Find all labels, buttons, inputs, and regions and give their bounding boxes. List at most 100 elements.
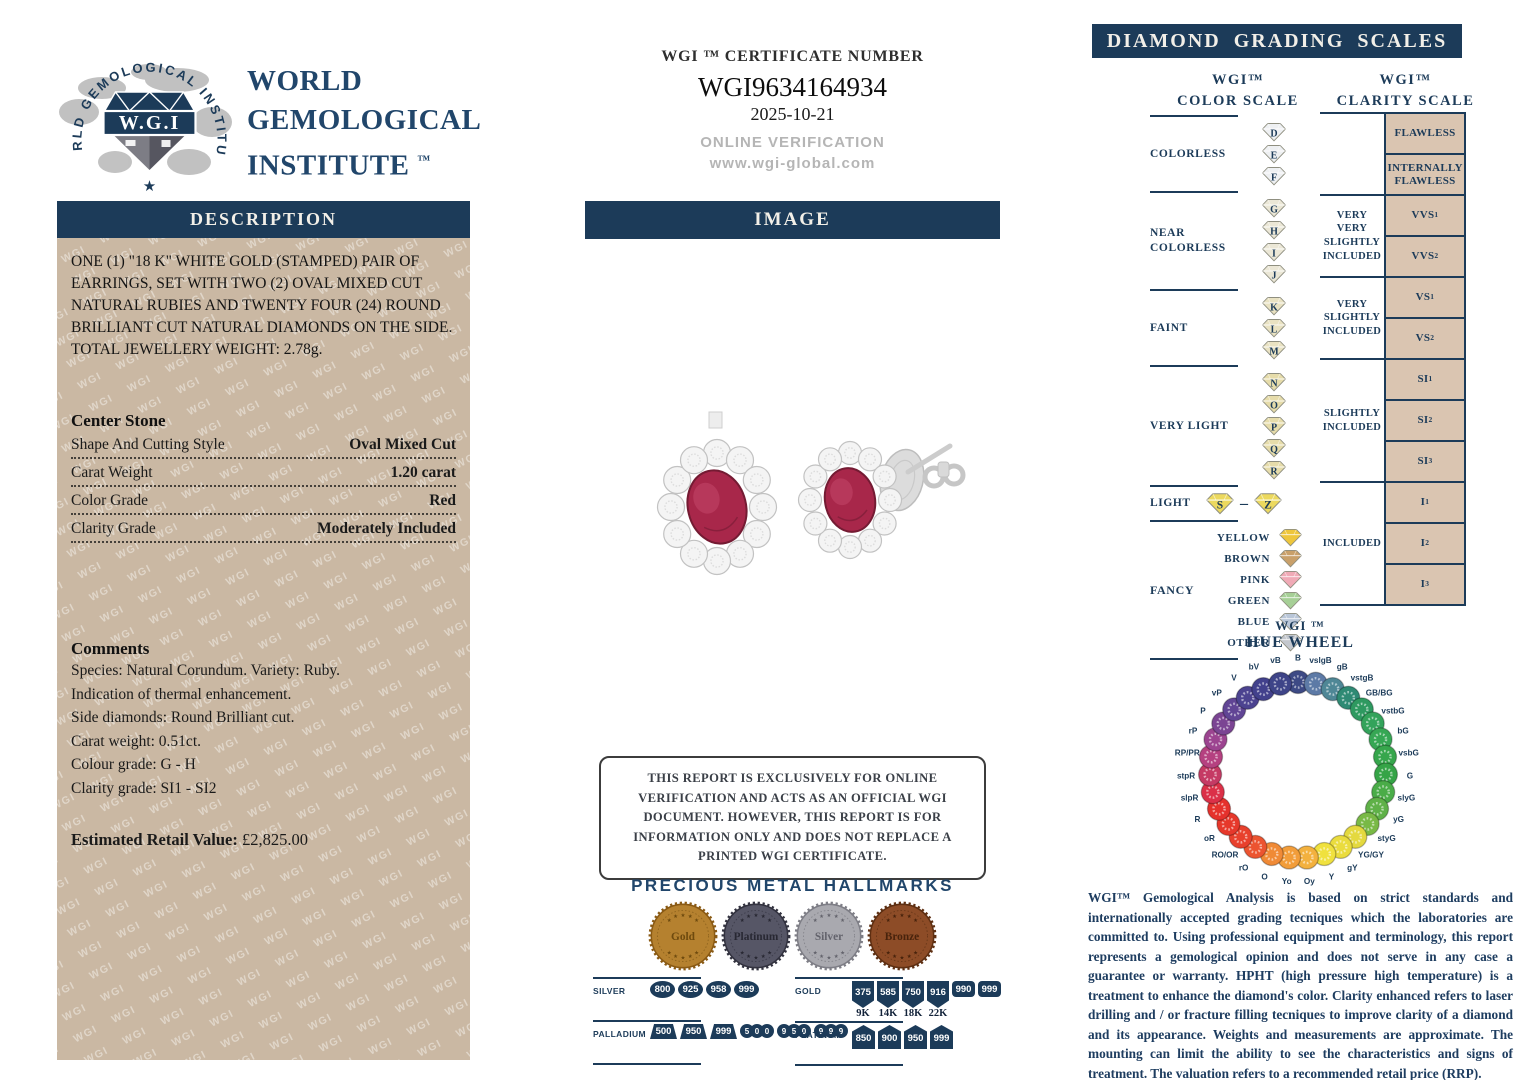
svg-text:★: ★ xyxy=(753,912,758,919)
diamond-icon: O xyxy=(1261,395,1287,414)
svg-text:★: ★ xyxy=(907,913,912,920)
medal-platinum: ★★ ★ ★★★★★★★Platinum xyxy=(721,901,791,971)
right-column: DIAMOND GRADING SCALES WGI™ COLOR SCALE W… xyxy=(1088,0,1520,1080)
color-group: VERY LIGHT N O P Q R xyxy=(1150,370,1315,482)
clarity-cell: VVS 2 xyxy=(1386,237,1464,278)
fancy-color-group: FANCY YELLOW BROWN PINK GREEN BLUE OTHER xyxy=(1150,525,1315,655)
hallmark-badge: 999 xyxy=(930,1025,953,1049)
color-group-label: NEAR COLORLESS xyxy=(1150,227,1226,254)
disclaimer-box: THIS REPORT IS EXCLUSIVELY FOR ONLINE VE… xyxy=(599,756,986,880)
svg-text:bG: bG xyxy=(1397,727,1408,736)
item-description: ONE (1) "18 K" WHITE GOLD (STAMPED) PAIR… xyxy=(71,253,453,358)
svg-text:vB: vB xyxy=(1270,656,1281,665)
svg-text:★: ★ xyxy=(673,913,678,920)
color-group-label: VERY LIGHT xyxy=(1150,419,1229,432)
svg-text:P: P xyxy=(1271,423,1277,434)
svg-text:bV: bV xyxy=(1249,663,1260,672)
center-stone-row: Clarity Grade Moderately Included xyxy=(71,515,456,543)
hallmark-badge: 990 xyxy=(952,981,975,997)
hue-gem-Y: Y xyxy=(1312,841,1337,882)
clarity-scale: VERY VERY SLIGHTLY INCLUDED VERY SLIGHTLY… xyxy=(1320,112,1466,606)
hue-gem-G: G xyxy=(1373,762,1413,787)
svg-text:★: ★ xyxy=(740,949,745,956)
diamond-icon: Z xyxy=(1254,493,1282,515)
fancy-color-row: BLUE xyxy=(1200,611,1315,632)
svg-text:★: ★ xyxy=(761,913,766,920)
scale-separator xyxy=(1150,191,1238,193)
svg-text:★: ★ xyxy=(913,917,918,924)
hallmark-badge: 950 xyxy=(904,1025,927,1049)
center-stone-row: Carat Weight 1.20 carat xyxy=(71,459,456,487)
hallmark-badge: 958 xyxy=(706,981,731,998)
comment-line: Carat weight: 0.51ct. xyxy=(71,732,201,750)
svg-text:★: ★ xyxy=(761,953,766,960)
scale-separator xyxy=(1150,485,1238,487)
retail-label: Estimated Retail Value: xyxy=(71,830,238,850)
svg-text:★: ★ xyxy=(840,917,845,924)
diamond-icon xyxy=(1278,570,1303,589)
hallmark-rule xyxy=(795,977,903,979)
svg-text:★: ★ xyxy=(840,949,845,956)
diamond-icon xyxy=(1278,591,1303,610)
fancy-color-row: GREEN xyxy=(1200,590,1315,611)
brand-title: WORLD GEMOLOGICAL INSTITUTE ™ xyxy=(247,62,481,186)
center-stone-row: Shape And Cutting Style Oval Mixed Cut xyxy=(71,431,456,459)
description-header-bar: DESCRIPTION xyxy=(57,201,470,238)
hallmark-badge: 900 xyxy=(878,1025,901,1049)
metal-medallions: ★ ★ ★ ★ ★ ★ ★ ★ ★ ★ Gold ★ ★ ★ ★ ★ ★ ★ ★ ★ ★ Platinum ★ ★ ★ ★ ★ ★ ★ ★… xyxy=(585,900,1000,972)
svg-text:★: ★ xyxy=(813,949,818,956)
fancy-label: FANCY xyxy=(1150,582,1195,597)
diamond-icon xyxy=(1278,633,1303,652)
attribute-label: Color Grade xyxy=(71,492,149,509)
svg-text:★: ★ xyxy=(688,913,693,920)
svg-text:I: I xyxy=(1272,249,1276,260)
certificate-number: WGI9634164934 xyxy=(698,72,887,102)
diamond-icon: J xyxy=(1261,265,1287,284)
hue-gem-Yo: Yo xyxy=(1276,845,1302,886)
image-header-bar: IMAGE xyxy=(585,201,1000,239)
color-scale: COLORLESS D E F NEAR COLORLESS G H I J FAINT K L M VE… xyxy=(1150,112,1315,663)
clarity-category-label xyxy=(1320,112,1384,194)
grading-scales-header-label: DIAMOND GRADING SCALES xyxy=(1106,30,1448,52)
svg-text:★: ★ xyxy=(886,917,891,924)
svg-text:rO: rO xyxy=(1239,864,1249,873)
color-group-light: LIGHT S – Z xyxy=(1150,490,1315,517)
svg-text:slpR: slpR xyxy=(1181,794,1199,803)
color-group-label: FAINT xyxy=(1150,321,1188,334)
fancy-color-name: BLUE xyxy=(1237,615,1270,628)
svg-text:★: ★ xyxy=(907,953,912,960)
svg-text:V: V xyxy=(1231,674,1237,683)
svg-text:stpR: stpR xyxy=(1177,771,1195,780)
diamond-icon: E xyxy=(1261,145,1287,164)
color-group: FAINT K L M xyxy=(1150,294,1315,362)
svg-text:O: O xyxy=(1270,401,1278,412)
wgi-logo: WORLD GEMOLOGICAL INSTITUTE W.G.I ★ xyxy=(50,38,242,200)
svg-text:★: ★ xyxy=(667,949,672,956)
comments-list: Species: Natural Corundum. Variety: Ruby… xyxy=(71,659,456,800)
hallmark-badge: 999 xyxy=(734,981,759,998)
hue-gem-vsbG: vsbG xyxy=(1372,744,1419,769)
analysis-disclaimer-text: WGI™ Gemological Analysis is based on st… xyxy=(1088,890,1513,1080)
svg-text:★: ★ xyxy=(819,913,824,920)
clarity-category-label: INCLUDED xyxy=(1320,481,1384,604)
hallmark-table-left: SILVER 800 925 958 999 PALLADIUM 500 950 999 5 0 0 9… xyxy=(593,975,848,1068)
description-header-label: DESCRIPTION xyxy=(189,209,338,229)
svg-text:★: ★ xyxy=(913,949,918,956)
clarity-cell: SI 3 xyxy=(1386,442,1464,483)
medal-bronze: ★★ ★ ★★★★★★★Bronze xyxy=(867,901,937,971)
hallmark-badge: 916 xyxy=(927,981,949,1008)
attribute-label: Clarity Grade xyxy=(71,520,156,537)
svg-text:★: ★ xyxy=(826,912,831,919)
clarity-category-label: VERY SLIGHTLY INCLUDED xyxy=(1320,276,1384,358)
estimated-retail-value: Estimated Retail Value: £2,825.00 xyxy=(71,830,456,850)
svg-text:★: ★ xyxy=(886,949,891,956)
hallmark-metal-label: GOLD xyxy=(795,986,822,996)
certificate-date: 2025-10-21 xyxy=(750,104,835,124)
svg-text:★: ★ xyxy=(694,949,699,956)
svg-text:★: ★ xyxy=(680,912,685,919)
color-group-label: COLORLESS xyxy=(1150,147,1226,160)
svg-text:oR: oR xyxy=(1204,834,1215,843)
